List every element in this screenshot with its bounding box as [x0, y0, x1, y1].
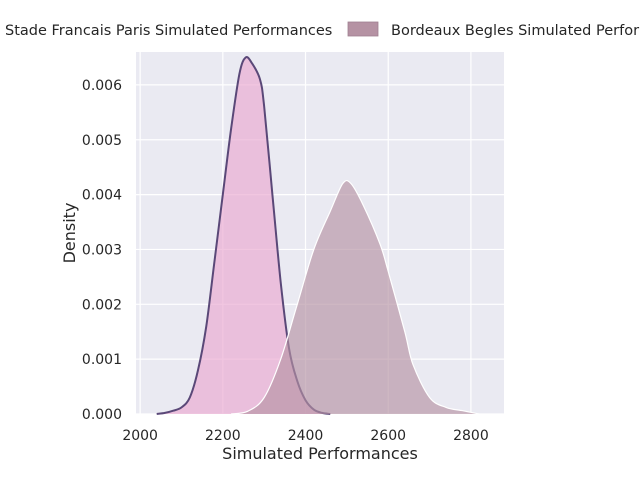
x-tick-label: 2600	[370, 428, 406, 444]
y-tick-label: 0.006	[82, 78, 122, 94]
y-tick-labels: 0.000 0.001 0.002 0.003 0.004 0.005 0.006	[82, 78, 122, 423]
density-area-stade-francais-fill	[156, 57, 331, 414]
legend-swatch-bordeaux	[347, 21, 379, 37]
density-areas	[156, 56, 480, 415]
y-tick-label: 0.005	[82, 133, 122, 149]
x-tick-label: 2800	[453, 428, 489, 444]
y-axis-label: Density	[60, 203, 79, 264]
legend-label-stade-francais: Stade Francais Paris Simulated Performan…	[5, 23, 332, 39]
x-tick-label: 2000	[122, 428, 158, 444]
x-tick-labels: 2000 2200 2400 2600 2800	[122, 428, 488, 444]
x-tick-label: 2200	[205, 428, 241, 444]
x-axis-label: Simulated Performances	[222, 444, 418, 463]
density-area-bordeaux-line	[230, 179, 480, 415]
x-tick-label: 2400	[288, 428, 324, 444]
legend: Stade Francais Paris Simulated Performan…	[5, 21, 640, 39]
legend-label-bordeaux: Bordeaux Begles Simulated Performances	[391, 23, 640, 39]
y-tick-label: 0.003	[82, 242, 122, 258]
y-tick-label: 0.002	[82, 297, 122, 313]
y-tick-label: 0.004	[82, 188, 122, 204]
y-tick-label: 0.000	[82, 407, 122, 423]
y-tick-label: 0.001	[82, 352, 122, 368]
density-area-bordeaux-fill	[231, 180, 480, 414]
